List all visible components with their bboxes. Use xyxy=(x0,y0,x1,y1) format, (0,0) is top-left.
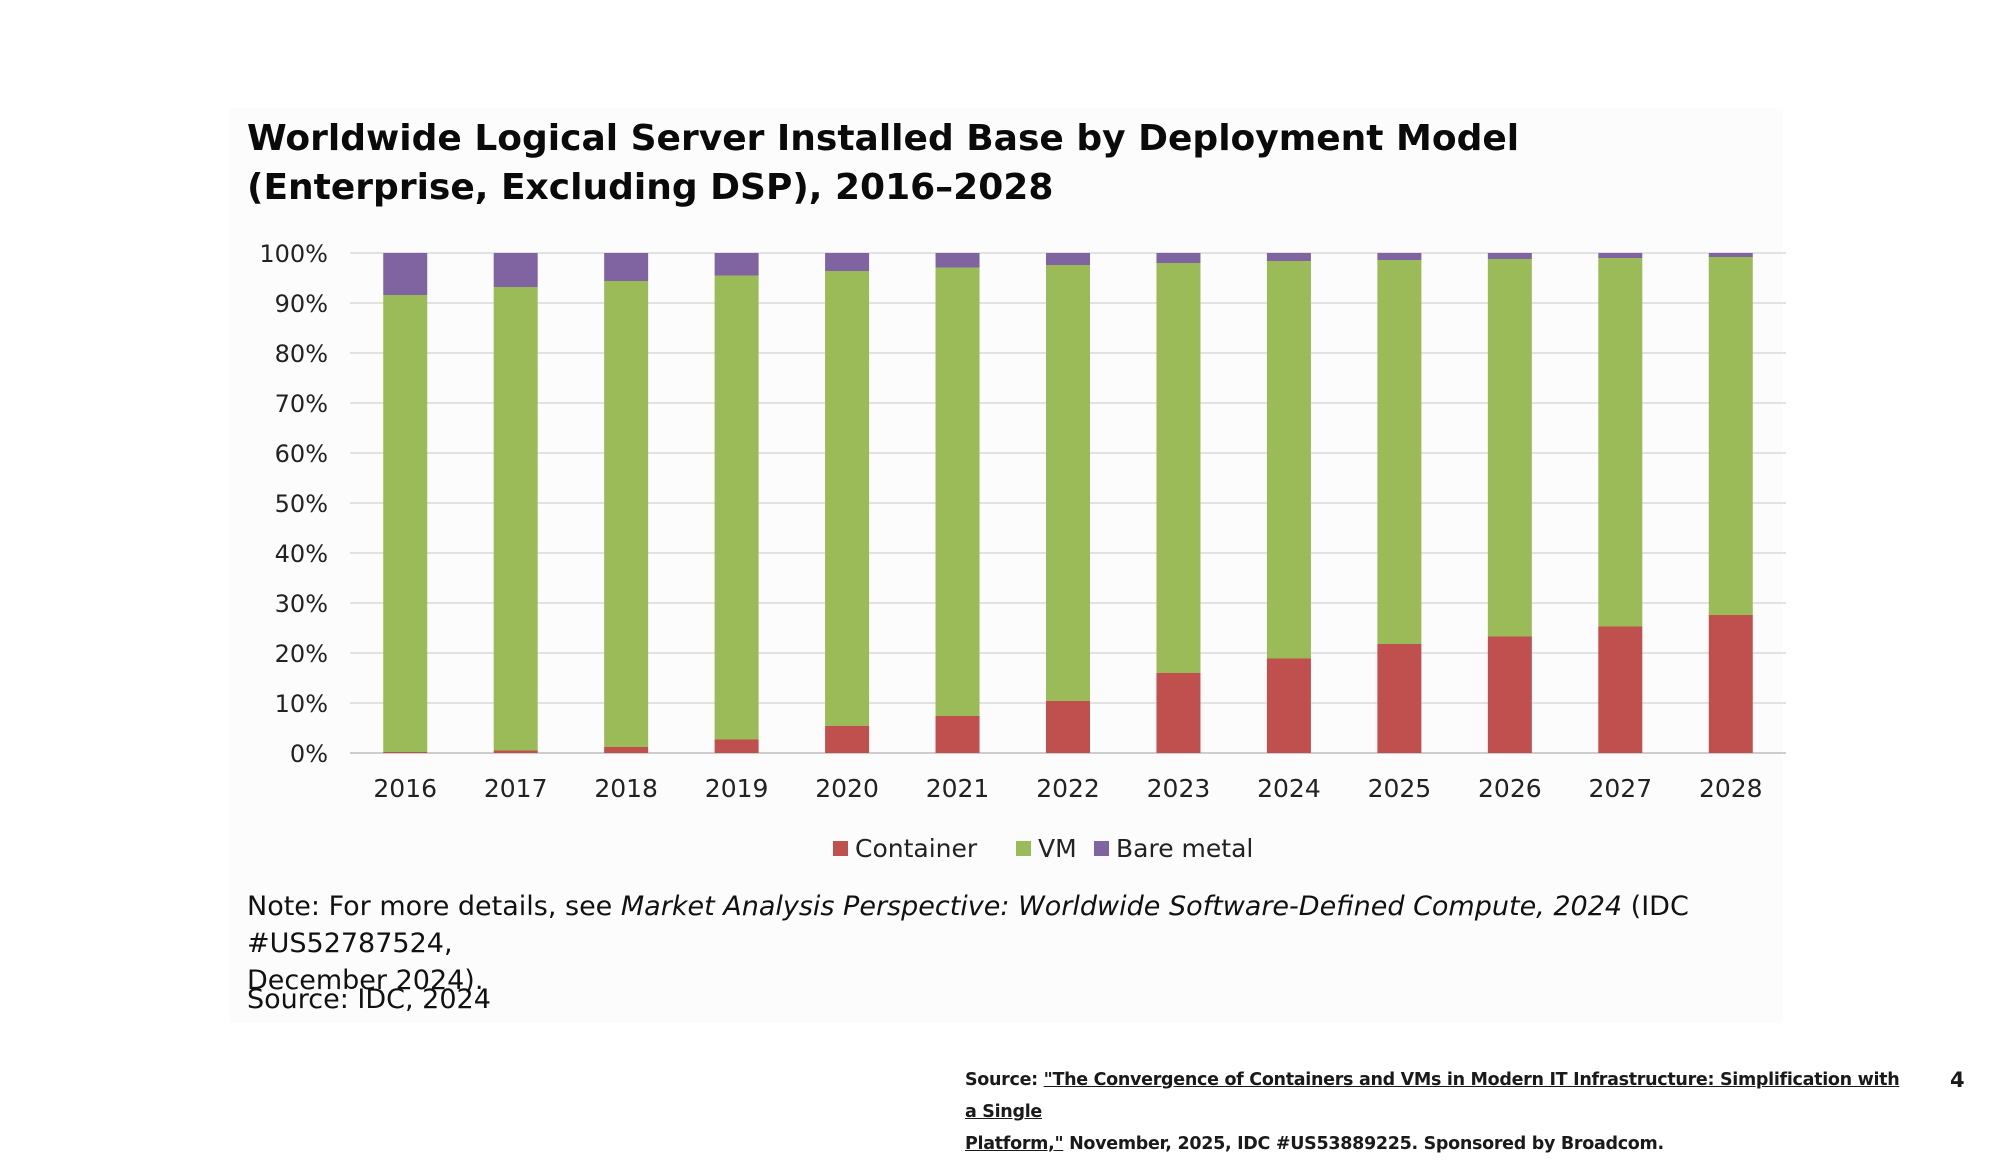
y-tick-label: 70% xyxy=(275,390,328,418)
y-tick-label: 100% xyxy=(259,240,328,268)
legend: Container VM Bare metal xyxy=(833,834,1253,863)
bar-bare-metal xyxy=(825,253,870,271)
x-tick-label: 2027 xyxy=(1588,774,1652,803)
bar-vm xyxy=(1598,258,1643,627)
bar-vm xyxy=(1266,261,1311,659)
footer-source-details: November, 2025, IDC #US53889225. Sponsor… xyxy=(1063,1134,1664,1154)
x-tick-label: 2018 xyxy=(594,774,658,803)
bar-container xyxy=(1598,626,1643,753)
legend-label: VM xyxy=(1038,834,1077,863)
x-tick-label: 2024 xyxy=(1257,774,1321,803)
footer-link-line-1: "The Convergence of Containers and VMs i… xyxy=(965,1070,1900,1122)
bar-bare-metal xyxy=(383,253,428,295)
y-axis-tick-labels: 0% 10% 20% 30% 40% 50% 60% 70% 80% 90% 100% xyxy=(259,240,328,768)
y-tick-label: 10% xyxy=(275,690,328,718)
bar-vm xyxy=(1046,265,1090,701)
note-prefix: Note: For more details, see xyxy=(247,891,621,922)
bar-vm xyxy=(825,271,870,726)
bars xyxy=(383,253,1753,753)
footer-source: Source: "The Convergence of Containers a… xyxy=(965,1064,1915,1160)
note-suffix: (IDC #US52787524, xyxy=(247,891,1689,959)
note-line-2: December 2024). xyxy=(247,965,484,996)
x-tick-label: 2017 xyxy=(484,774,548,803)
bar-bare-metal xyxy=(1598,253,1643,258)
y-tick-label: 50% xyxy=(275,490,328,518)
footer-link-line-2: Platform," xyxy=(965,1134,1064,1154)
source-text: Source: IDC, 2024 xyxy=(247,984,491,1015)
y-tick-label: 30% xyxy=(275,590,328,618)
bar-bare-metal xyxy=(1377,253,1422,260)
bar-container xyxy=(604,747,649,753)
footer-source-label: Source: xyxy=(965,1070,1044,1090)
x-tick-label: 2020 xyxy=(815,774,879,803)
bar-vm xyxy=(714,275,759,740)
bar-container xyxy=(1708,615,1753,753)
bar-vm xyxy=(493,287,538,751)
legend-label: Container xyxy=(855,834,978,863)
bar-bare-metal xyxy=(1266,253,1311,261)
bar-vm xyxy=(383,295,428,752)
x-axis-tick-labels: 2016 2017 2018 2019 2020 2021 2022 2023 2024 2025… xyxy=(373,774,1762,803)
x-tick-label: 2025 xyxy=(1368,774,1432,803)
bar-container xyxy=(825,726,870,753)
chart-title-line-2: (Enterprise, Excluding DSP), 2016–2028 xyxy=(247,167,1054,208)
x-tick-label: 2019 xyxy=(705,774,769,803)
note-text: Note: For more details, see Market Analy… xyxy=(247,888,1787,999)
bar-bare-metal xyxy=(714,253,759,276)
bar-bare-metal xyxy=(493,253,538,287)
page-number: 4 xyxy=(1950,1068,1965,1092)
x-tick-label: 2023 xyxy=(1147,774,1211,803)
bar-bare-metal xyxy=(1156,253,1201,263)
bar-bare-metal xyxy=(935,253,980,268)
legend-swatch xyxy=(1094,841,1109,856)
bar-vm xyxy=(1377,260,1422,644)
chart-title-line-1: Worldwide Logical Server Installed Base … xyxy=(247,118,1520,159)
y-tick-label: 20% xyxy=(275,640,328,668)
bar-container xyxy=(1266,658,1311,753)
bar-bare-metal xyxy=(1046,253,1090,265)
x-tick-label: 2016 xyxy=(373,774,437,803)
bar-bare-metal xyxy=(604,253,649,281)
bar-bare-metal xyxy=(1487,253,1532,259)
bar-container xyxy=(1046,701,1090,753)
x-tick-label: 2028 xyxy=(1699,774,1763,803)
bar-container xyxy=(1487,636,1532,753)
bar-container xyxy=(935,716,980,753)
bar-vm xyxy=(604,281,649,747)
bar-bare-metal xyxy=(1708,253,1753,257)
bar-container xyxy=(383,752,428,753)
x-tick-label: 2021 xyxy=(926,774,990,803)
bar-vm xyxy=(1156,263,1201,673)
x-tick-label: 2022 xyxy=(1036,774,1100,803)
bar-container xyxy=(1377,644,1422,753)
bar-container xyxy=(493,750,538,753)
y-tick-label: 90% xyxy=(275,290,328,318)
y-tick-label: 0% xyxy=(290,740,328,768)
bar-vm xyxy=(935,267,980,716)
bar-vm xyxy=(1708,257,1753,615)
bar-container xyxy=(1156,673,1201,753)
y-tick-label: 40% xyxy=(275,540,328,568)
bar-vm xyxy=(1487,259,1532,637)
chart-title: Worldwide Logical Server Installed Base … xyxy=(247,114,1547,212)
x-tick-label: 2026 xyxy=(1478,774,1542,803)
legend-swatch xyxy=(833,841,848,856)
y-tick-label: 60% xyxy=(275,440,328,468)
bar-container xyxy=(714,739,759,753)
note-report-title: Market Analysis Perspective: Worldwide S… xyxy=(620,891,1623,922)
stacked-bar-chart: 0%10%20%30%40%50%60%70%80%90%100% 2016 20… xyxy=(259,240,1786,863)
legend-label: Bare metal xyxy=(1116,834,1253,863)
legend-swatch xyxy=(1016,841,1031,856)
y-tick-label: 80% xyxy=(275,340,328,368)
